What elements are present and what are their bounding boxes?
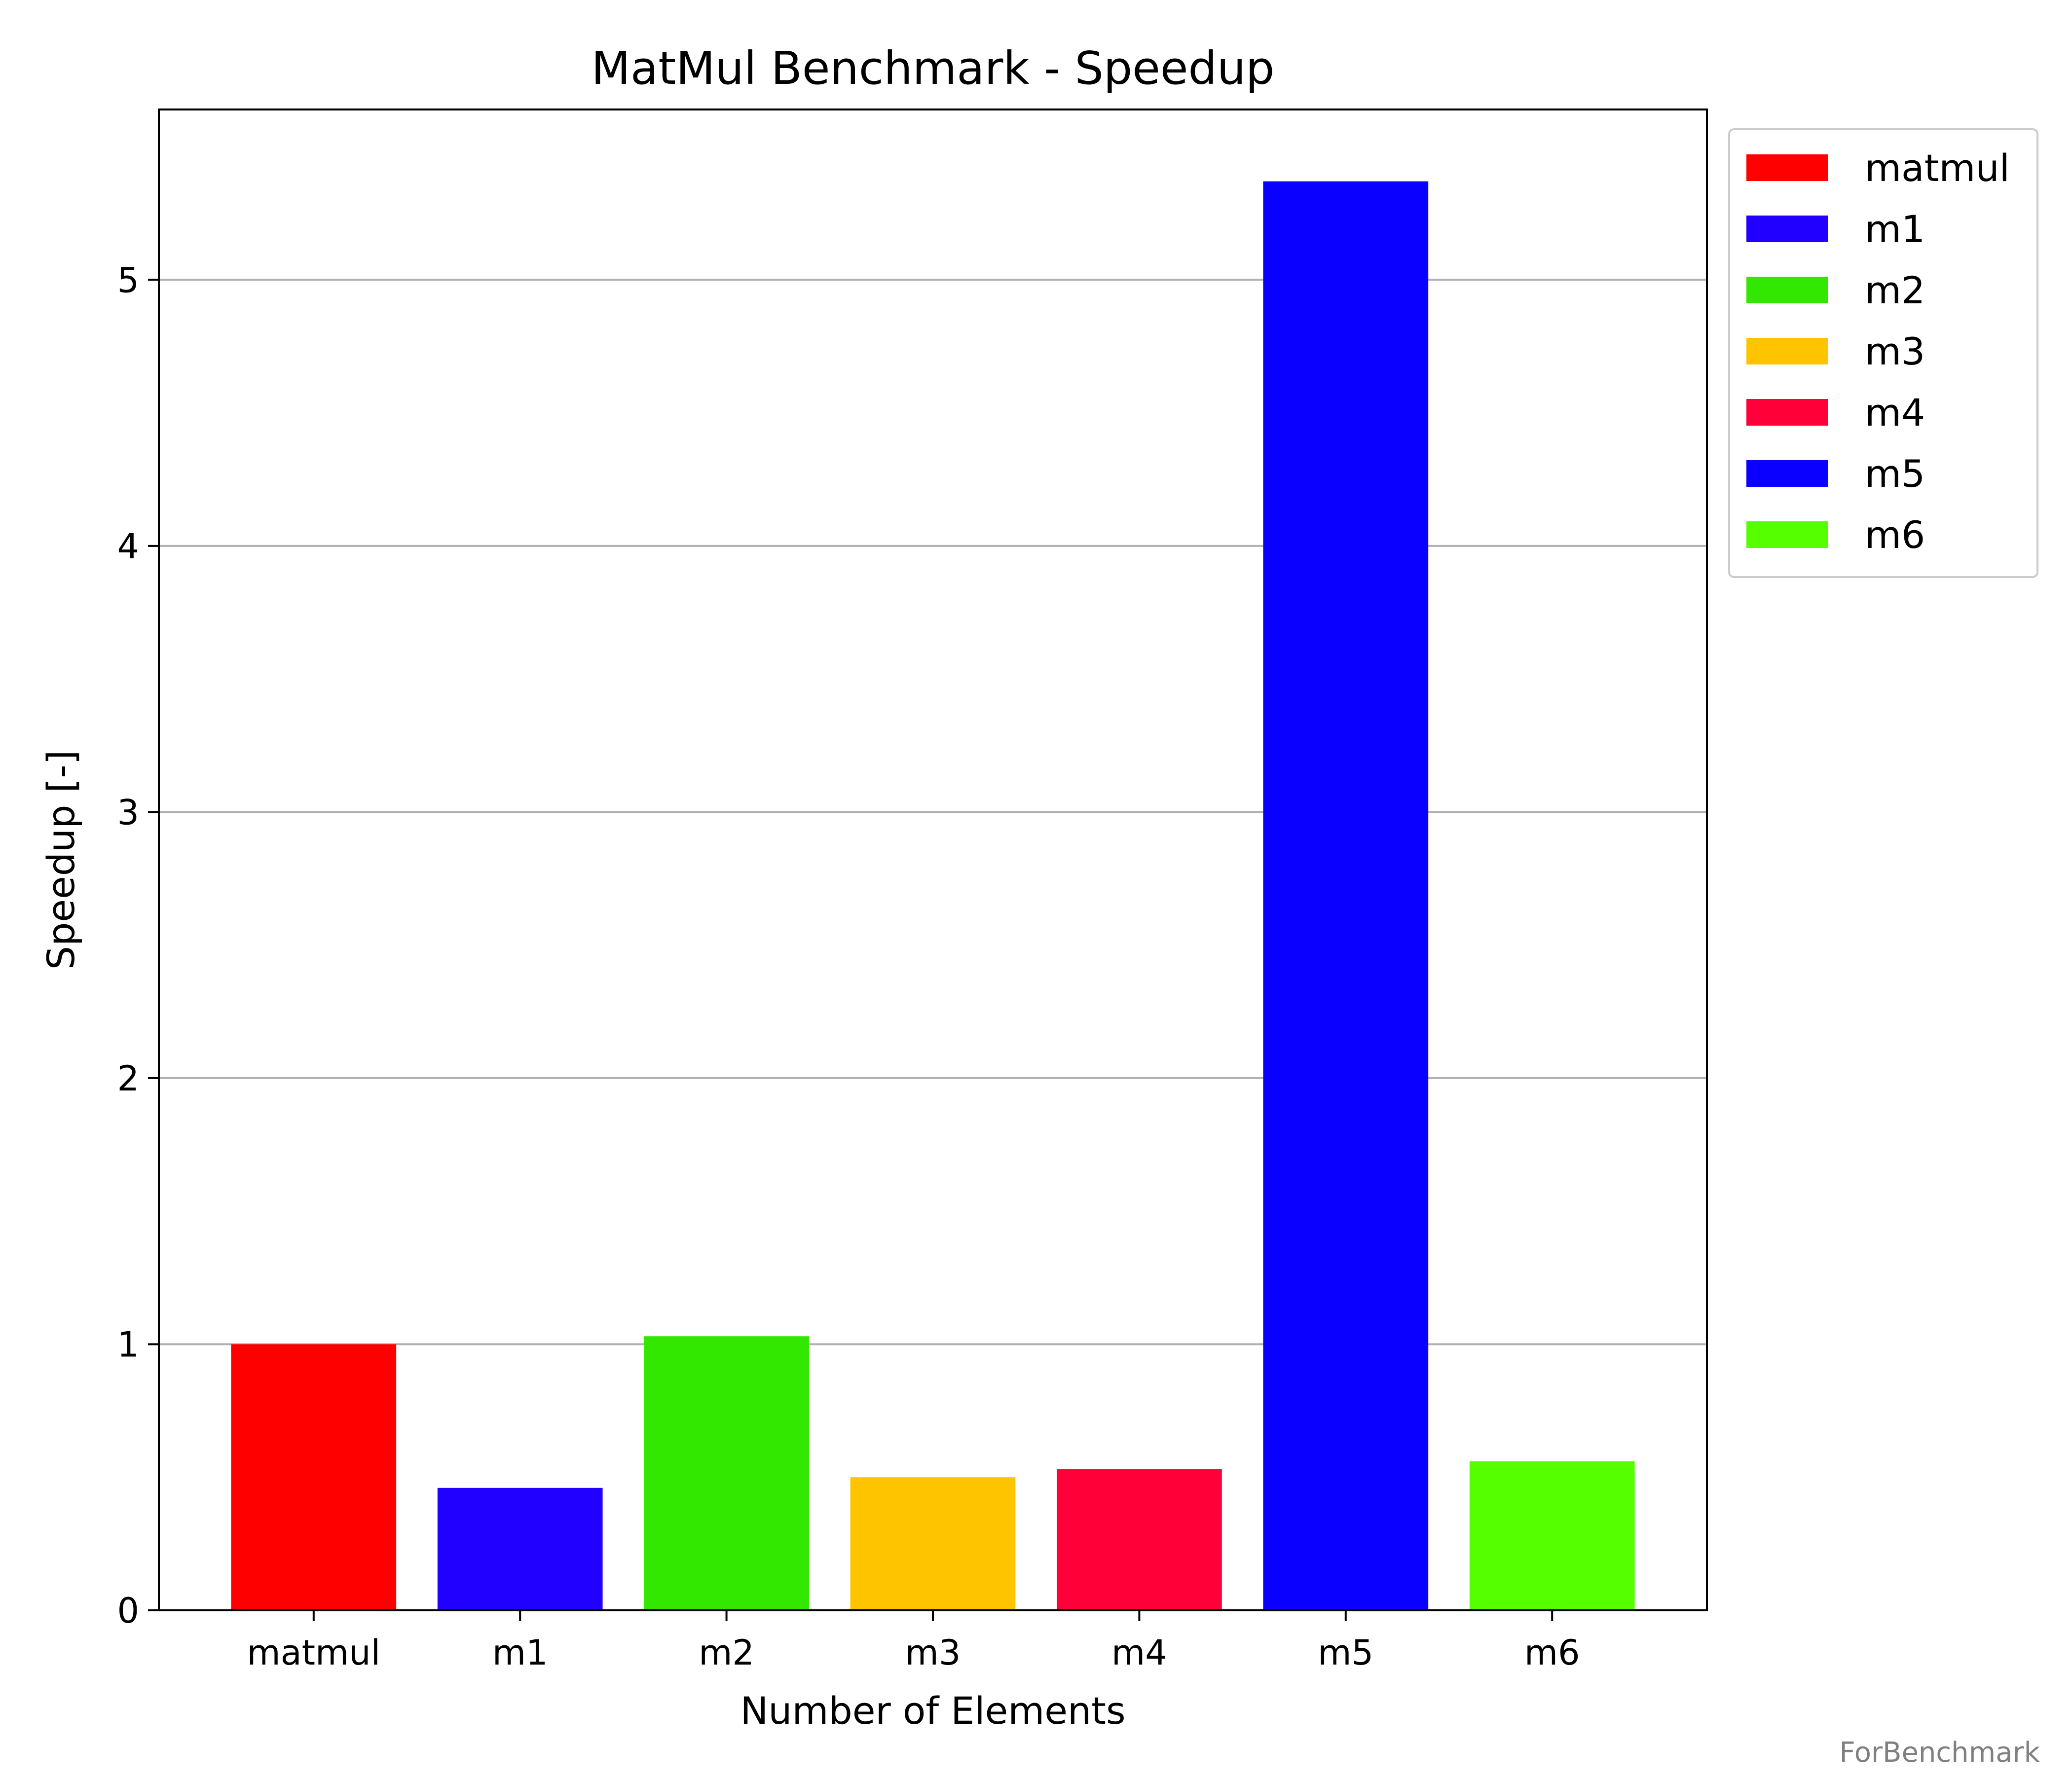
y-tick-label: 2 [117, 1058, 139, 1099]
legend-label: m6 [1865, 513, 1925, 557]
bar-m6 [1469, 1461, 1635, 1610]
grid-layer [159, 279, 1707, 1345]
y-tick-label: 1 [117, 1324, 139, 1365]
bar-m4 [1057, 1469, 1222, 1610]
x-tick-label: m4 [1111, 1633, 1167, 1673]
legend-swatch [1746, 521, 1828, 548]
y-axis-title: Speedup [-] [39, 750, 83, 970]
legend-items: matmul m1 m2 m3 m4 m5 m6 [1746, 146, 2010, 557]
legend-swatch [1746, 399, 1828, 426]
bar-matmul [231, 1344, 397, 1610]
legend-label: m1 [1865, 207, 1925, 251]
x-axis: matmul m1 m2 m3 m4 m5 m6 [247, 1610, 1580, 1673]
legend-swatch [1746, 216, 1828, 242]
legend-label: m2 [1865, 268, 1925, 312]
y-tick-label: 5 [117, 260, 139, 300]
watermark: ForBenchmark [1840, 1737, 2040, 1769]
bar-m3 [850, 1477, 1016, 1610]
legend: matmul m1 m2 m3 m4 m5 m6 [1728, 128, 2038, 578]
legend-label: m4 [1865, 391, 1925, 435]
legend-swatch [1746, 154, 1828, 181]
legend-label: matmul [1865, 146, 2010, 190]
y-axis: 0 1 2 3 4 5 [117, 260, 159, 1631]
x-tick-label: m5 [1318, 1633, 1373, 1673]
legend-swatch [1746, 460, 1828, 487]
y-tick-label: 0 [117, 1591, 139, 1631]
legend-swatch [1746, 277, 1828, 303]
legend-swatch [1746, 338, 1828, 364]
x-tick-label: m6 [1524, 1633, 1580, 1673]
bar-m2 [644, 1336, 809, 1610]
legend-label: m3 [1865, 329, 1925, 373]
chart-title: MatMul Benchmark - Speedup [591, 42, 1274, 95]
bar-m5 [1263, 181, 1429, 1610]
x-tick-label: matmul [247, 1633, 381, 1673]
x-axis-title: Number of Elements [740, 1689, 1125, 1733]
y-tick-label: 4 [117, 526, 139, 567]
x-tick-label: m1 [492, 1633, 548, 1673]
bar-m1 [437, 1488, 603, 1610]
x-tick-label: m2 [699, 1633, 754, 1673]
y-tick-label: 3 [117, 792, 139, 833]
x-tick-label: m3 [905, 1633, 961, 1673]
bars-layer [231, 181, 1635, 1610]
legend-label: m5 [1865, 452, 1925, 496]
